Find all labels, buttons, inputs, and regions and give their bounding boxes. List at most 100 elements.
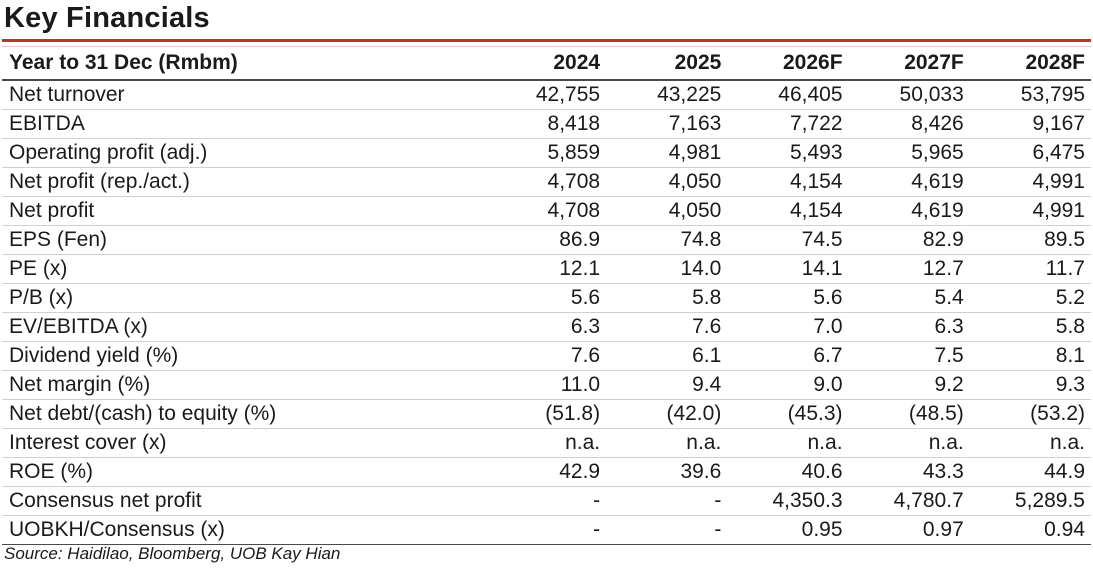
header-cell-2025: 2025 bbox=[606, 46, 728, 81]
row-label: Dividend yield (%) bbox=[2, 341, 485, 371]
value-cell: 5.4 bbox=[848, 283, 970, 313]
value-cell: 5,493 bbox=[727, 138, 849, 168]
table-row: Net turnover 42,755 43,225 46,405 50,033 53,7… bbox=[2, 80, 1091, 110]
value-cell: n.a. bbox=[969, 428, 1091, 458]
value-cell: 7.0 bbox=[727, 312, 849, 342]
value-cell: 4,981 bbox=[606, 138, 728, 168]
value-cell: 8,418 bbox=[484, 109, 607, 139]
value-cell: 6.3 bbox=[484, 312, 607, 342]
value-cell: (48.5) bbox=[848, 399, 970, 429]
value-cell: 4,991 bbox=[969, 167, 1091, 197]
value-cell: 4,780.7 bbox=[848, 486, 970, 516]
value-cell: 9.4 bbox=[606, 370, 728, 400]
row-label: ROE (%) bbox=[2, 457, 485, 487]
row-label: Interest cover (x) bbox=[2, 428, 485, 458]
value-cell: 4,708 bbox=[484, 196, 607, 226]
value-cell: 8.1 bbox=[969, 341, 1091, 371]
value-cell: 9.2 bbox=[848, 370, 970, 400]
value-cell: 9,167 bbox=[969, 109, 1091, 139]
row-label: P/B (x) bbox=[2, 283, 485, 313]
value-cell: 4,619 bbox=[848, 196, 970, 226]
value-cell: 7.5 bbox=[848, 341, 970, 371]
value-cell: - bbox=[484, 515, 607, 545]
value-cell: 86.9 bbox=[484, 225, 607, 255]
value-cell: 46,405 bbox=[727, 80, 849, 110]
row-label: Net turnover bbox=[2, 80, 485, 110]
value-cell: 11.7 bbox=[969, 254, 1091, 284]
value-cell: 5.6 bbox=[727, 283, 849, 313]
header-cell-label: Year to 31 Dec (Rmbm) bbox=[2, 46, 485, 81]
value-cell: 14.0 bbox=[606, 254, 728, 284]
value-cell: 11.0 bbox=[484, 370, 607, 400]
value-cell: n.a. bbox=[606, 428, 728, 458]
value-cell: 4,708 bbox=[484, 167, 607, 197]
value-cell: 7,722 bbox=[727, 109, 849, 139]
table-row: Net margin (%) 11.0 9.4 9.0 9.2 9.3 bbox=[2, 370, 1091, 400]
value-cell: 8,426 bbox=[848, 109, 970, 139]
value-cell: 7.6 bbox=[484, 341, 607, 371]
row-label: Consensus net profit bbox=[2, 486, 485, 516]
value-cell: 4,154 bbox=[727, 196, 849, 226]
row-label: Operating profit (adj.) bbox=[2, 138, 485, 168]
value-cell: 4,154 bbox=[727, 167, 849, 197]
header-cell-2024: 2024 bbox=[484, 46, 607, 81]
value-cell: 4,350.3 bbox=[727, 486, 849, 516]
value-cell: 9.0 bbox=[727, 370, 849, 400]
value-cell: 39.6 bbox=[606, 457, 728, 487]
value-cell: n.a. bbox=[848, 428, 970, 458]
value-cell: 40.6 bbox=[727, 457, 849, 487]
row-label: Net margin (%) bbox=[2, 370, 485, 400]
value-cell: 5.8 bbox=[606, 283, 728, 313]
value-cell: 5.6 bbox=[484, 283, 607, 313]
table-row: UOBKH/Consensus (x) - -0.95 0.97 0.94 bbox=[2, 515, 1091, 545]
value-cell: 43.3 bbox=[848, 457, 970, 487]
value-cell: 5,859 bbox=[484, 138, 607, 168]
value-cell: 7,163 bbox=[606, 109, 728, 139]
value-cell: 6.3 bbox=[848, 312, 970, 342]
value-cell: 43,225 bbox=[606, 80, 728, 110]
table-header-row: Year to 31 Dec (Rmbm) 2024 2025 2026F 20… bbox=[2, 46, 1091, 81]
row-label: EPS (Fen) bbox=[2, 225, 485, 255]
source-note: Source: Haidilao, Bloomberg, UOB Kay Hia… bbox=[4, 544, 341, 563]
value-cell: 14.1 bbox=[727, 254, 849, 284]
value-cell: 0.94 bbox=[969, 515, 1091, 545]
table-row: Net profit (rep./act.) 4,708 4,050 4,154 4,6… bbox=[2, 167, 1091, 197]
value-cell: - bbox=[484, 486, 607, 516]
row-label: Net profit (rep./act.) bbox=[2, 167, 485, 197]
value-cell: 74.8 bbox=[606, 225, 728, 255]
header-cell-2027f: 2027F bbox=[848, 46, 970, 81]
value-cell: (45.3) bbox=[727, 399, 849, 429]
value-cell: 0.97 bbox=[848, 515, 970, 545]
value-cell: 4,619 bbox=[848, 167, 970, 197]
value-cell: n.a. bbox=[727, 428, 849, 458]
value-cell: 89.5 bbox=[969, 225, 1091, 255]
value-cell: 6.7 bbox=[727, 341, 849, 371]
row-label: EV/EBITDA (x) bbox=[2, 312, 485, 342]
row-label: PE (x) bbox=[2, 254, 485, 284]
value-cell: 74.5 bbox=[727, 225, 849, 255]
page-title: Key Financials bbox=[4, 2, 210, 34]
value-cell: 5,965 bbox=[848, 138, 970, 168]
row-label: EBITDA bbox=[2, 109, 485, 139]
row-label: UOBKH/Consensus (x) bbox=[2, 515, 485, 545]
row-label: Net profit bbox=[2, 196, 485, 226]
value-cell: 50,033 bbox=[848, 80, 970, 110]
table-row: Operating profit (adj.) 5,859 4,981 5,493 5,… bbox=[2, 138, 1091, 168]
value-cell: 4,050 bbox=[606, 167, 728, 197]
row-label: Net debt/(cash) to equity (%) bbox=[2, 399, 485, 429]
value-cell: 42,755 bbox=[484, 80, 607, 110]
table-row: Interest cover (x) n.a. n.a. n.a. n.a. n.a. bbox=[2, 428, 1091, 458]
table-row: PE (x) 12.1 14.0 14.1 12.7 11.7 bbox=[2, 254, 1091, 284]
header-cell-2028f: 2028F bbox=[969, 46, 1091, 81]
table-row: EV/EBITDA (x) 6.3 7.6 7.0 6.3 5.8 bbox=[2, 312, 1091, 342]
value-cell: 5,289.5 bbox=[969, 486, 1091, 516]
value-cell: (42.0) bbox=[606, 399, 728, 429]
table-row: Net debt/(cash) to equity (%) (51.8) (42.0… bbox=[2, 399, 1091, 429]
value-cell: 44.9 bbox=[969, 457, 1091, 487]
value-cell: 53,795 bbox=[969, 80, 1091, 110]
value-cell: 42.9 bbox=[484, 457, 607, 487]
value-cell: 7.6 bbox=[606, 312, 728, 342]
value-cell: 5.2 bbox=[969, 283, 1091, 313]
table-row: ROE (%) 42.9 39.6 40.6 43.3 44.9 bbox=[2, 457, 1091, 487]
table-row: Dividend yield (%) 7.6 6.1 6.7 7.5 8.1 bbox=[2, 341, 1091, 371]
